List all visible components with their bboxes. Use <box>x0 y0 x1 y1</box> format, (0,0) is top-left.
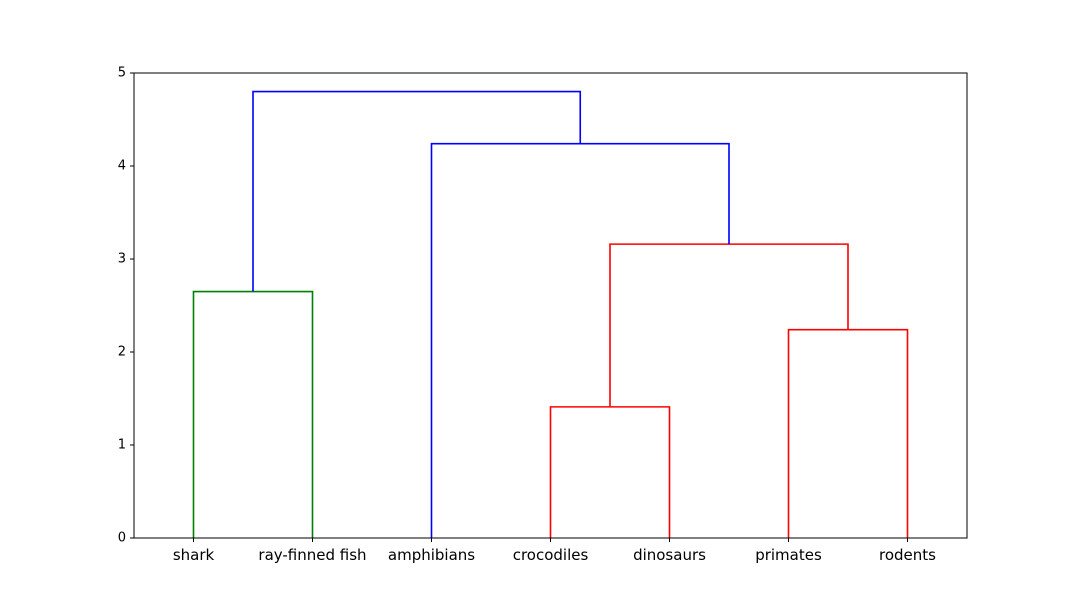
leaf-label: primates <box>755 546 822 564</box>
y-tick-label: 3 <box>118 252 126 267</box>
dendrogram-links <box>192 90 909 538</box>
y-tick-label: 4 <box>118 159 126 174</box>
y-tick-label: 0 <box>118 531 126 546</box>
y-axis: 0 1 2 3 4 5 <box>118 66 134 546</box>
leaf-label: rodents <box>879 546 936 564</box>
dendrogram-link-1 <box>549 406 671 538</box>
dendrogram-link-5 <box>430 142 730 538</box>
y-tick-label: 5 <box>118 66 126 81</box>
leaf-label: ray-finned fish <box>258 546 366 564</box>
dendrogram-link-3 <box>192 290 314 538</box>
y-tick-label: 2 <box>118 345 126 360</box>
leaf-label: amphibians <box>388 546 475 564</box>
x-axis: shark ray-finned fish amphibians crocodiles… <box>173 538 936 564</box>
y-tick-label: 1 <box>118 438 126 453</box>
leaf-label: crocodiles <box>513 546 589 564</box>
leaf-label: shark <box>173 546 215 564</box>
leaf-label: dinosaurs <box>633 546 706 564</box>
dendrogram-link-2 <box>787 328 909 538</box>
dendrogram-link-6 <box>252 90 582 292</box>
dendrogram-link-4 <box>609 243 849 407</box>
